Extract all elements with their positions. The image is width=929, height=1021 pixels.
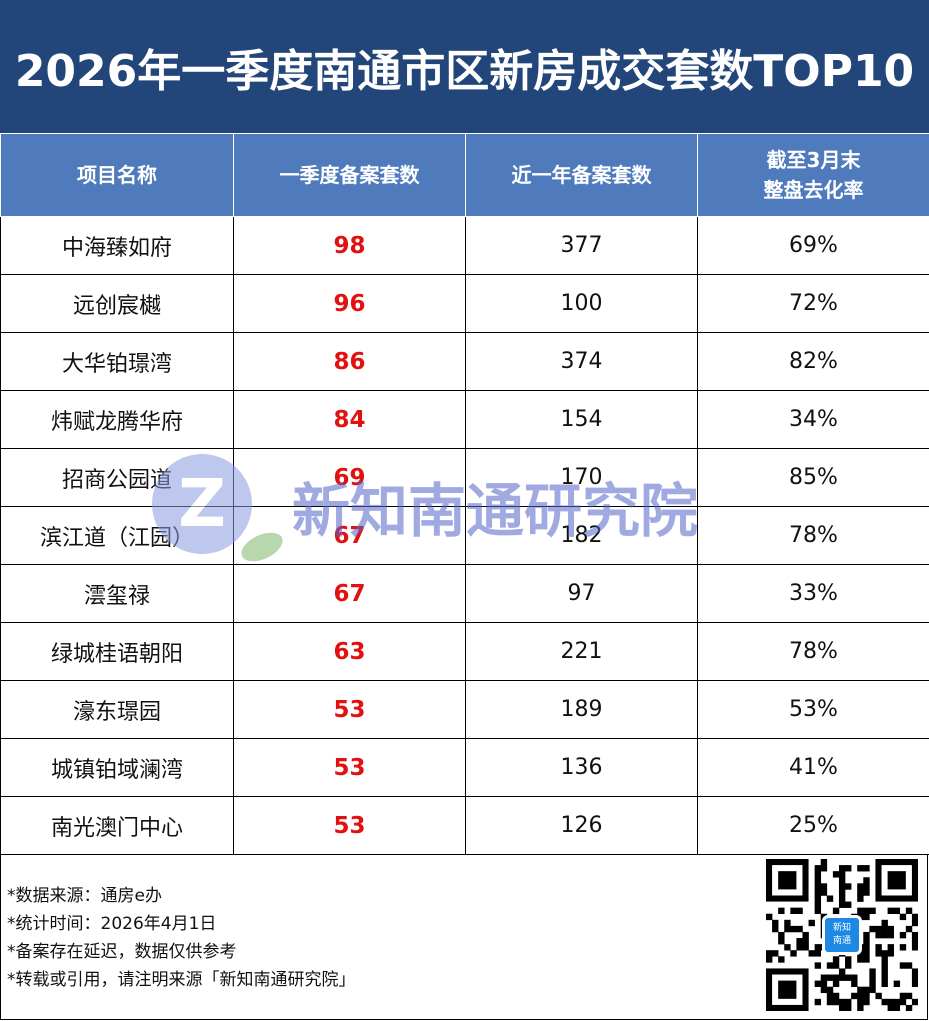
cell-year-filings: 377 (465, 216, 698, 275)
note-disclaimer: *备案存在延迟，数据仅供参考 (7, 942, 237, 962)
qr-label-line2: 南通 (832, 936, 851, 946)
cell-year-filings: 170 (465, 448, 698, 507)
cell-project-name: 大华铂璟湾 (0, 332, 234, 391)
qr-code[interactable]: 新知 南通 (766, 859, 919, 1012)
cell-q1-filings: 63 (233, 622, 466, 681)
cell-year-filings: 100 (465, 274, 698, 333)
cell-q1-filings: 98 (233, 216, 466, 275)
cell-q1-filings: 53 (233, 738, 466, 797)
header-year-filings: 近一年备案套数 (465, 133, 698, 217)
cell-sell-through-rate: 41% (697, 738, 929, 797)
cell-sell-through-rate: 25% (697, 796, 929, 855)
cell-q1-filings: 67 (233, 506, 466, 565)
cell-year-filings: 182 (465, 506, 698, 565)
table-row: 炜赋龙腾华府 84 154 34% (0, 390, 929, 449)
cell-project-name: 炜赋龙腾华府 (0, 390, 234, 449)
cell-q1-filings: 53 (233, 680, 466, 739)
table-row: 绿城桂语朝阳 63 221 78% (0, 622, 929, 681)
footer-notes: *数据来源：通房e办 *统计时间：2026年4月1日 *备案存在延迟，数据仅供参… (7, 882, 356, 994)
footer: *数据来源：通房e办 *统计时间：2026年4月1日 *备案存在延迟，数据仅供参… (0, 854, 928, 1020)
cell-q1-filings: 67 (233, 564, 466, 623)
cell-q1-filings: 69 (233, 448, 466, 507)
cell-sell-through-rate: 69% (697, 216, 929, 275)
cell-project-name: 招商公园道 (0, 448, 234, 507)
table-row: 大华铂璟湾 86 374 82% (0, 332, 929, 391)
table-row: 澐玺禄 67 97 33% (0, 564, 929, 623)
table-row: 城镇铂域澜湾 53 136 41% (0, 738, 929, 797)
table-row: 中海臻如府 98 377 69% (0, 216, 929, 275)
cell-sell-through-rate: 34% (697, 390, 929, 449)
table-row: 濠东璟园 53 189 53% (0, 680, 929, 739)
cell-project-name: 濠东璟园 (0, 680, 234, 739)
cell-project-name: 滨江道（江园） (0, 506, 234, 565)
cell-year-filings: 126 (465, 796, 698, 855)
cell-project-name: 中海臻如府 (0, 216, 234, 275)
header-sell-through-rate: 截至3月末 整盘去化率 (697, 133, 929, 217)
cell-project-name: 城镇铂域澜湾 (0, 738, 234, 797)
cell-project-name: 澐玺禄 (0, 564, 234, 623)
qr-center-logo: 新知 南通 (822, 915, 862, 955)
ranking-table: 项目名称 一季度备案套数 近一年备案套数 截至3月末 整盘去化率 中海臻如府 98… (0, 133, 929, 855)
cell-year-filings: 154 (465, 390, 698, 449)
table-header-row: 项目名称 一季度备案套数 近一年备案套数 截至3月末 整盘去化率 (0, 133, 929, 217)
cell-q1-filings: 96 (233, 274, 466, 333)
cell-project-name: 绿城桂语朝阳 (0, 622, 234, 681)
cell-q1-filings: 86 (233, 332, 466, 391)
cell-q1-filings: 84 (233, 390, 466, 449)
table-row: 滨江道（江园） 67 182 78% (0, 506, 929, 565)
cell-year-filings: 374 (465, 332, 698, 391)
qr-label-line1: 新知 (832, 923, 851, 933)
header-project-name: 项目名称 (0, 133, 234, 217)
cell-project-name: 南光澳门中心 (0, 796, 234, 855)
table-row: 远创宸樾 96 100 72% (0, 274, 929, 333)
cell-sell-through-rate: 53% (697, 680, 929, 739)
header-q1-filings: 一季度备案套数 (233, 133, 466, 217)
cell-year-filings: 221 (465, 622, 698, 681)
header-rate-line1: 截至3月末 (766, 148, 861, 172)
cell-year-filings: 189 (465, 680, 698, 739)
cell-sell-through-rate: 82% (697, 332, 929, 391)
note-source: *数据来源：通房e办 (7, 886, 162, 906)
cell-year-filings: 136 (465, 738, 698, 797)
note-citation: *转载或引用，请注明来源「新知南通研究院」 (7, 970, 356, 990)
cell-q1-filings: 53 (233, 796, 466, 855)
cell-year-filings: 97 (465, 564, 698, 623)
cell-sell-through-rate: 78% (697, 506, 929, 565)
page-title: 2026年一季度南通市区新房成交套数TOP10 (0, 0, 929, 133)
table-row: 招商公园道 69 170 85% (0, 448, 929, 507)
cell-sell-through-rate: 85% (697, 448, 929, 507)
cell-sell-through-rate: 78% (697, 622, 929, 681)
note-date: *统计时间：2026年4月1日 (7, 914, 217, 934)
cell-sell-through-rate: 33% (697, 564, 929, 623)
header-rate-line2: 整盘去化率 (763, 178, 864, 202)
table-row: 南光澳门中心 53 126 25% (0, 796, 929, 855)
cell-project-name: 远创宸樾 (0, 274, 234, 333)
cell-sell-through-rate: 72% (697, 274, 929, 333)
